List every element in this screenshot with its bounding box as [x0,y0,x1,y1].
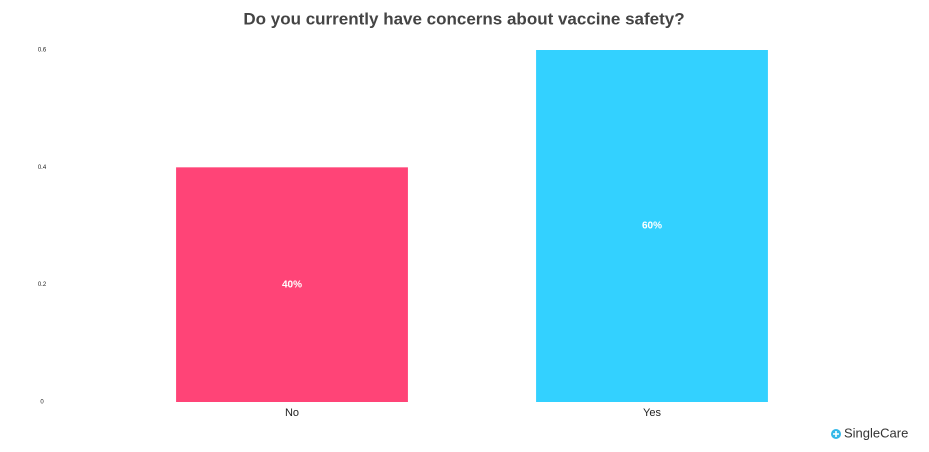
value-label: 60% [642,221,662,232]
x-tick-label: Yes [643,407,661,419]
bar [176,167,408,402]
y-tick-label: 0.6 [38,48,47,54]
brand-name: SingleCare [844,425,908,440]
logo-cross [833,431,839,437]
chart-title: Do you currently have concerns about vac… [243,9,684,28]
brand-logo: SingleCare [831,425,908,440]
y-tick-label: 0.2 [38,282,47,288]
y-tick-label: 0.4 [38,165,47,171]
y-tick-label: 0 [40,400,44,406]
value-label: 40% [282,279,302,290]
bar [536,50,768,402]
x-tick-label: No [285,407,299,419]
